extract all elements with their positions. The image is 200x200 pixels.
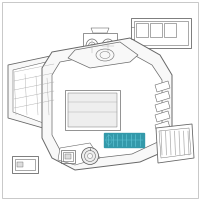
Polygon shape	[8, 55, 62, 130]
Bar	[85, 59, 115, 63]
Bar	[134, 21, 188, 45]
Polygon shape	[155, 101, 170, 112]
Bar	[63, 152, 73, 161]
Bar	[65, 90, 120, 130]
Bar	[12, 156, 38, 173]
Bar	[15, 159, 35, 170]
Bar	[164, 23, 176, 37]
Bar	[131, 18, 191, 48]
Polygon shape	[42, 38, 172, 170]
Polygon shape	[155, 111, 170, 122]
Polygon shape	[68, 42, 138, 68]
Polygon shape	[159, 128, 191, 158]
Bar	[136, 23, 148, 37]
Ellipse shape	[82, 148, 98, 164]
Bar	[68, 93, 117, 127]
Bar	[83, 33, 117, 65]
Polygon shape	[13, 61, 56, 124]
Polygon shape	[155, 121, 170, 132]
Polygon shape	[58, 143, 100, 165]
Bar	[150, 23, 162, 37]
Polygon shape	[52, 50, 162, 160]
Bar	[65, 154, 71, 159]
Bar	[104, 133, 144, 147]
Polygon shape	[156, 124, 194, 163]
Polygon shape	[155, 81, 170, 92]
Bar	[17, 162, 23, 167]
Ellipse shape	[90, 45, 94, 47]
Polygon shape	[155, 91, 170, 102]
Ellipse shape	[106, 45, 110, 47]
Bar	[61, 150, 75, 163]
Ellipse shape	[88, 154, 92, 158]
